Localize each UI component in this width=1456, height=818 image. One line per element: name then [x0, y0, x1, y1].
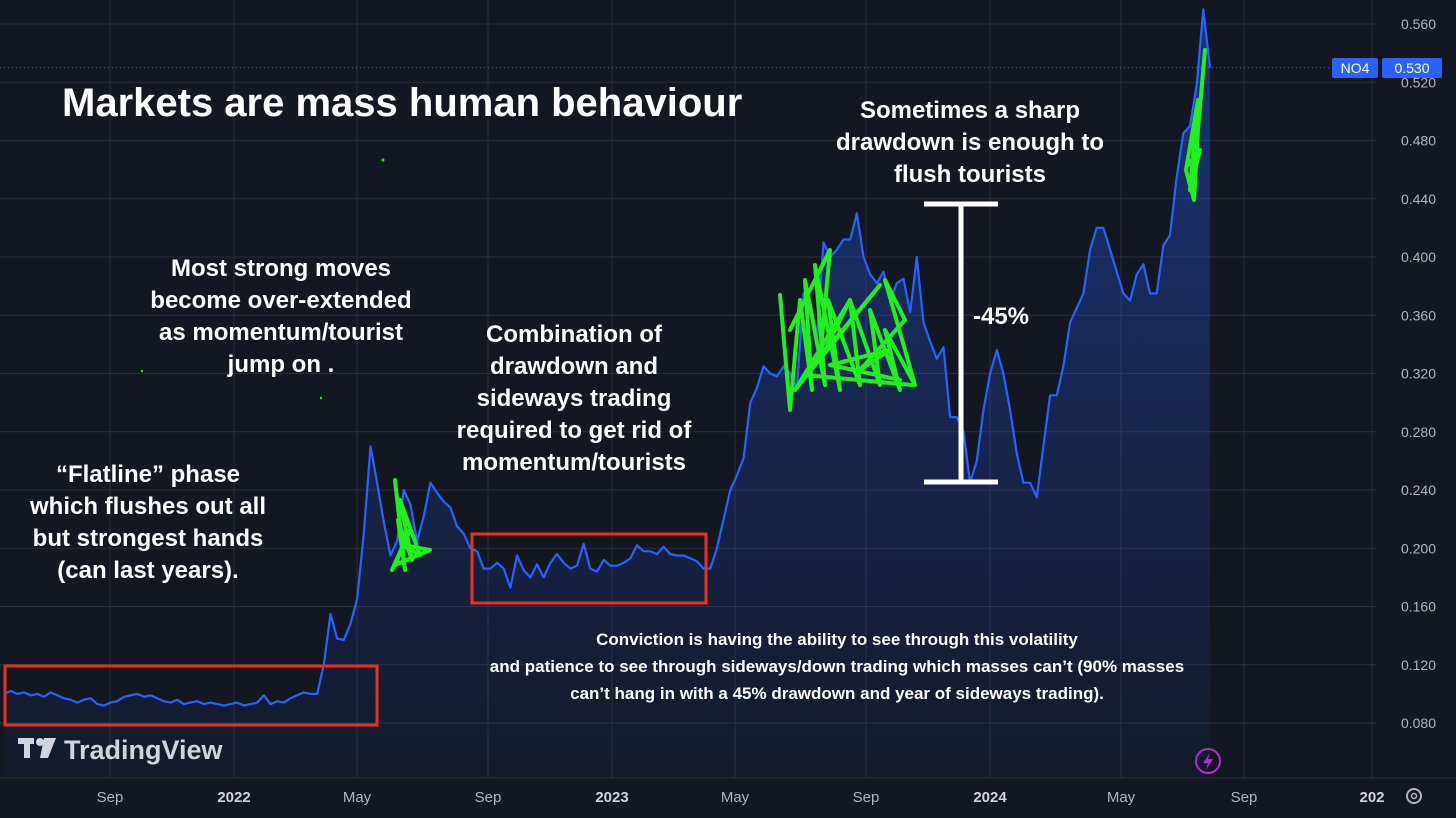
- chart-title: Markets are mass human behaviour: [62, 81, 742, 125]
- logo-dot: [36, 738, 44, 746]
- flatline-note: (can last years).: [57, 557, 238, 584]
- drawdown-label: -45%: [973, 303, 1029, 330]
- last-price-tag: NO4 0.530: [1332, 58, 1442, 78]
- y-tick-label: 0.360: [1401, 307, 1436, 323]
- conviction-note: and patience to see through sideways/dow…: [490, 657, 1184, 676]
- y-axis-background: [1376, 0, 1456, 818]
- logo-slash: [40, 738, 56, 758]
- strong-moves-note: jump on .: [227, 351, 335, 378]
- y-axis[interactable]: 0.560 0.520 0.480 0.440 0.400 0.360 0.320 0.280…: [1376, 0, 1456, 818]
- y-tick-label: 0.240: [1401, 482, 1436, 498]
- sometimes-note: Sometimes a sharp: [860, 97, 1080, 124]
- green-scribble: [788, 248, 914, 392]
- y-tick-label: 0.440: [1401, 191, 1436, 207]
- x-axis[interactable]: Sep 2022 May Sep 2023 May Sep 2024 May Sep 202: [0, 777, 1456, 806]
- symbol-tag: [1332, 58, 1378, 78]
- y-tick-label: 0.120: [1401, 657, 1436, 673]
- highlight-boxes: [3, 532, 708, 727]
- x-tick-label: 2022: [217, 789, 250, 806]
- x-tick-label: May: [721, 789, 750, 806]
- series-area: [4, 9, 1210, 778]
- y-tick-label: 0.160: [1401, 599, 1436, 615]
- y-tick-label: 0.200: [1401, 540, 1436, 556]
- y-tick-label: 0.520: [1401, 74, 1436, 90]
- tradingview-logo-icon: [18, 738, 56, 758]
- strong-moves-note: Most strong moves: [171, 255, 391, 282]
- tradingview-watermark: TradingView: [18, 735, 224, 765]
- combination-note: momentum/tourists: [462, 449, 686, 476]
- gear-ring[interactable]: [1406, 788, 1422, 804]
- strong-moves-note: as momentum/tourist: [159, 319, 403, 346]
- green-dot: [381, 158, 385, 162]
- flatline-note: “Flatline” phase: [56, 461, 240, 488]
- series-layer: [0, 8, 1376, 778]
- logo-stem: [24, 738, 30, 758]
- flash-icon-ring[interactable]: [1195, 748, 1221, 774]
- green-dot: [319, 396, 323, 400]
- flash-icon-bolt[interactable]: [1203, 753, 1213, 770]
- combination-note: drawdown and: [490, 353, 658, 380]
- flash-icon[interactable]: [1195, 748, 1221, 774]
- y-tick-label: 0.320: [1401, 366, 1436, 382]
- flatline-note: but strongest hands: [33, 525, 264, 552]
- y-tick-label: 0.480: [1401, 133, 1436, 149]
- gear-center[interactable]: [1410, 792, 1418, 800]
- x-tick-label: 202: [1359, 789, 1384, 806]
- annotations: Markets are mass human behaviour “Flatlin…: [29, 81, 1184, 703]
- flatline-note: which flushes out all: [29, 493, 266, 520]
- y-tick-label: 0.560: [1401, 16, 1436, 32]
- green-scribble: [390, 478, 432, 572]
- x-tick-label: Sep: [475, 789, 502, 806]
- y-tick-label: 0.080: [1401, 715, 1436, 731]
- sometimes-note: flush tourists: [894, 161, 1046, 188]
- sideways-box: [470, 532, 708, 605]
- scribbles: [140, 48, 1207, 572]
- combination-note: Combination of: [486, 321, 663, 348]
- combination-note: sideways trading: [477, 385, 672, 412]
- green-dot: [140, 369, 144, 373]
- x-tick-label: Sep: [97, 789, 124, 806]
- x-tick-label: Sep: [1231, 789, 1258, 806]
- series-line: [3, 8, 1212, 707]
- settings-gear-icon[interactable]: [1406, 788, 1422, 804]
- combination-note: required to get rid of: [457, 417, 693, 444]
- y-tick-label: 0.280: [1401, 424, 1436, 440]
- x-tick-label: Sep: [853, 789, 880, 806]
- flatline-box: [3, 664, 379, 727]
- green-scribble: [778, 263, 917, 412]
- conviction-note: Conviction is having the ability to see …: [596, 630, 1078, 649]
- symbol-label: NO4: [1341, 60, 1370, 76]
- y-tick-label: 0.400: [1401, 249, 1436, 265]
- x-tick-label: 2024: [973, 789, 1007, 806]
- strong-moves-note: become over-extended: [150, 287, 411, 314]
- conviction-note: can’t hang in with a 45% drawdown and ye…: [570, 684, 1104, 703]
- last-price-label: 0.530: [1394, 60, 1429, 76]
- x-tick-label: 2023: [595, 789, 628, 806]
- x-tick-label: May: [343, 789, 372, 806]
- x-tick-label: May: [1107, 789, 1136, 806]
- drawdown-marker: [924, 201, 998, 485]
- watermark-text: TradingView: [64, 735, 224, 765]
- price-tag-box: [1382, 58, 1442, 78]
- green-scribble: [1184, 48, 1207, 202]
- toolbar-icons[interactable]: [1195, 748, 1422, 804]
- sometimes-note: drawdown is enough to: [836, 129, 1104, 156]
